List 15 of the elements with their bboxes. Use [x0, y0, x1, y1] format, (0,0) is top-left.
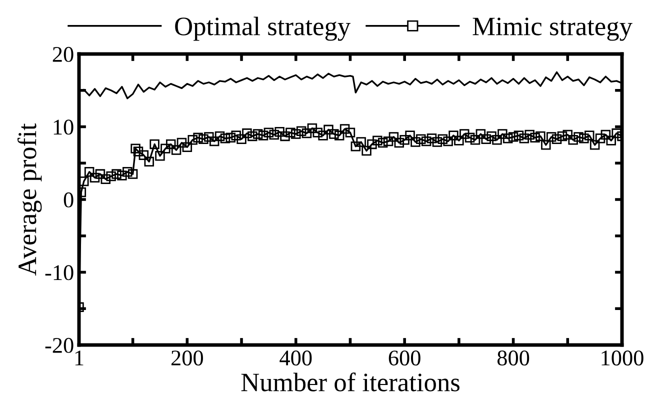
x-axis-title: Number of iterations: [241, 372, 460, 392]
x-tick-label: 1: [75, 350, 84, 366]
x-tick-label: 600: [388, 350, 420, 366]
y-tick-label: 10: [54, 120, 74, 135]
x-tick-label: 200: [171, 350, 203, 366]
y-tick-label: -10: [45, 265, 74, 280]
x-tick-label: 800: [497, 350, 530, 366]
x-tick-label: 400: [280, 350, 312, 366]
x-tick-label: 1000: [602, 350, 644, 366]
y-tick-label: -20: [45, 338, 74, 353]
legend-label: Optimal strategy: [175, 16, 351, 41]
y-tick-label: 20: [52, 46, 74, 62]
legend-label: Mimic strategy: [472, 18, 632, 41]
y-tick-label: 0: [64, 192, 74, 208]
y-axis-title: Average profit: [17, 123, 42, 276]
